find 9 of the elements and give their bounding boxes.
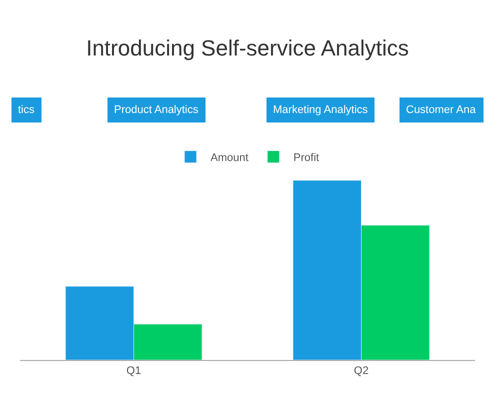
- text: tics: [18, 104, 35, 116]
- legend-label: Amount: [210, 152, 248, 164]
- x-tick-label: Q2: [354, 365, 369, 378]
- x-tick-label: Q1: [126, 365, 142, 378]
- chart-title: Introducing Self-service Analytics: [86, 35, 409, 60]
- text: Marketing Analytics: [273, 104, 368, 116]
- text: Customer Ana: [406, 104, 477, 116]
- legend-label: Profit: [293, 152, 320, 164]
- text: Product Analytics: [114, 104, 199, 116]
